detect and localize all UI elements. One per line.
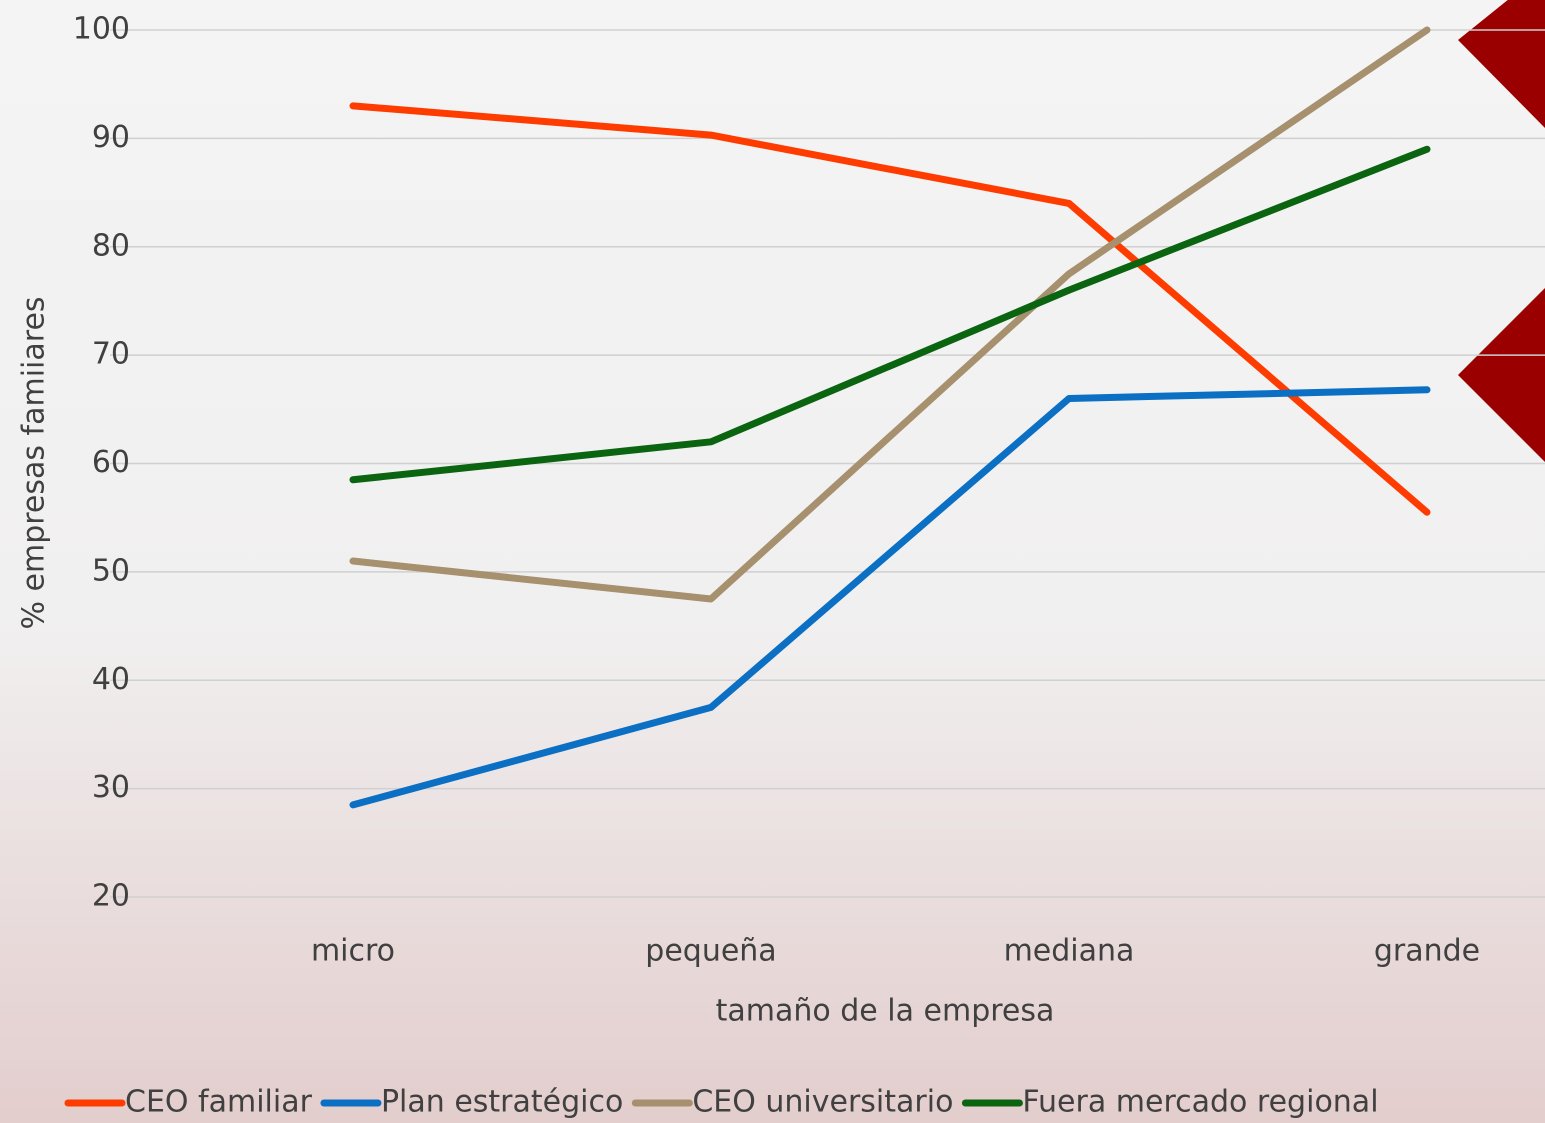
y-tick-label: 30: [92, 770, 130, 805]
y-tick-label: 60: [92, 445, 130, 480]
legend: CEO familiar Plan estratégico CEO universi…: [64, 1085, 1379, 1120]
x-axis-title: tamaño de la empresa: [716, 994, 1055, 1029]
x-tick-label: mediana: [1004, 934, 1135, 969]
legend-label: CEO universitario: [692, 1085, 953, 1120]
y-tick-label: 100: [73, 12, 130, 47]
series-line: [349, 145, 1431, 484]
series-line: [349, 102, 1431, 516]
y-axis-title: % empresas famiiares: [17, 296, 52, 629]
y-tick-label: 20: [92, 879, 130, 914]
plot-area: 20 30 40 50 60 70 80 90 100 micro pequeña mediana gr…: [73, 12, 1545, 969]
series-line: [349, 386, 1431, 809]
y-tick-label: 90: [92, 120, 130, 155]
y-tick-label: 70: [92, 337, 130, 372]
x-tick-label: micro: [311, 934, 395, 969]
y-tick-label: 40: [92, 662, 130, 697]
y-tick-label: 80: [92, 228, 130, 263]
legend-label: Fuera mercado regional: [1022, 1085, 1378, 1120]
legend-label: CEO familiar: [125, 1085, 313, 1120]
y-tick-label: 50: [92, 553, 130, 588]
series-line: [349, 26, 1431, 603]
decor-diamond: [1458, 288, 1545, 462]
x-tick-label: pequeña: [645, 934, 776, 969]
decor-diamond: [1458, 0, 1545, 128]
x-tick-label: grande: [1374, 934, 1480, 969]
legend-label: Plan estratégico: [381, 1085, 623, 1120]
